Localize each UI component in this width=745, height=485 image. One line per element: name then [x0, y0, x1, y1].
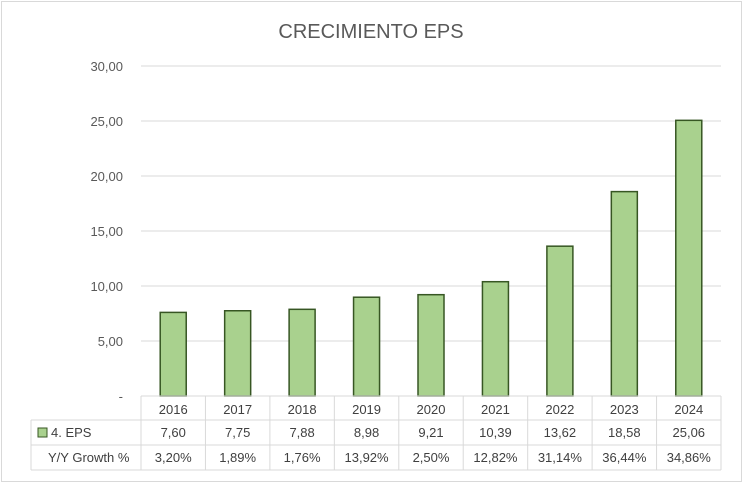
growth-value: 31,14%: [538, 450, 583, 465]
legend-swatch: [37, 427, 48, 438]
growth-value: 13,92%: [345, 450, 390, 465]
y-tick-label: 25,00: [90, 114, 123, 129]
bar: [159, 311, 187, 397]
y-axis: - 5,00 10,00 15,00 20,00 25,00 30,00: [90, 59, 123, 404]
bar: [417, 293, 445, 397]
growth-value: 2,50%: [413, 450, 450, 465]
data-label: 7,88: [289, 425, 314, 440]
data-label: 7,60: [161, 425, 186, 440]
growth-value: 1,89%: [219, 450, 256, 465]
bars: [159, 119, 703, 397]
y-tick-label: 5,00: [98, 334, 123, 349]
chart-title: CRECIMIENTO EPS: [278, 21, 463, 43]
bar: [481, 280, 510, 397]
data-label: 9,21: [418, 425, 443, 440]
category-label: 2018: [288, 402, 317, 417]
bar: [675, 119, 703, 397]
category-label: 2017: [223, 402, 252, 417]
category-label: 2023: [610, 402, 639, 417]
growth-value: 36,44%: [602, 450, 647, 465]
bar: [288, 308, 316, 397]
y-tick-label: 10,00: [90, 279, 123, 294]
category-label: 2022: [545, 402, 574, 417]
y-tick-label: 20,00: [90, 169, 123, 184]
data-label: 18,58: [608, 425, 641, 440]
category-label: 2024: [674, 402, 703, 417]
series-name: 4. EPS: [51, 425, 92, 440]
y-tick-label: -: [119, 389, 123, 404]
data-label: 25,06: [673, 425, 706, 440]
data-label: 10,39: [479, 425, 512, 440]
data-label: 8,98: [354, 425, 379, 440]
data-label: 13,62: [544, 425, 577, 440]
category-label: 2016: [159, 402, 188, 417]
y-tick-label: 30,00: [90, 59, 123, 74]
data-label: 7,75: [225, 425, 250, 440]
bar: [546, 245, 574, 397]
bar: [352, 296, 381, 397]
growth-value: 34,86%: [667, 450, 712, 465]
bar: [610, 190, 639, 397]
growth-value: 12,82%: [473, 450, 518, 465]
bar: [223, 310, 252, 397]
data-table: 2016 2017 2018 2019 2020 2021 2022 2023 2024 4. E…: [30, 395, 722, 471]
category-label: 2020: [417, 402, 446, 417]
growth-value: 3,20%: [155, 450, 192, 465]
category-label: 2019: [352, 402, 381, 417]
growth-row-label: Y/Y Growth %: [48, 450, 130, 465]
category-label: 2021: [481, 402, 510, 417]
growth-value: 1,76%: [284, 450, 321, 465]
y-tick-label: 15,00: [90, 224, 123, 239]
